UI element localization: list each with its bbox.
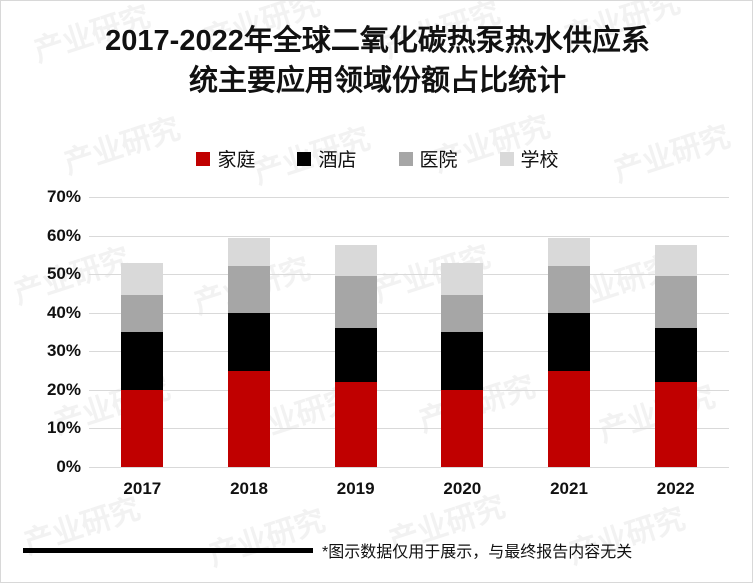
bar-group[interactable] (441, 262, 484, 467)
bar-segment[interactable] (441, 332, 484, 390)
gridline (89, 235, 729, 237)
footer-note: *图示数据仅用于展示，与最终报告内容无关 (322, 544, 633, 561)
bar-segment[interactable] (654, 382, 697, 467)
bar-segment[interactable] (228, 312, 270, 371)
bar-segment[interactable] (334, 276, 377, 329)
y-axis-tick-label: 50% (46, 264, 81, 284)
bar-segment[interactable] (334, 382, 377, 467)
bars-layer (89, 197, 729, 467)
legend-item[interactable]: 酒店 (297, 145, 357, 172)
y-axis-tick-label: 40% (46, 302, 81, 322)
legend-item[interactable]: 家庭 (196, 145, 255, 172)
bar-group[interactable] (548, 237, 590, 467)
legend-swatch-icon (196, 151, 211, 166)
footer-rule (23, 547, 313, 553)
x-axis-tick-label: 2021 (550, 479, 588, 498)
legend-swatch-icon (398, 151, 413, 166)
bar-segment[interactable] (654, 276, 697, 329)
bar-segment[interactable] (121, 295, 164, 333)
bar-group[interactable] (334, 245, 377, 467)
chart-title-line-1: 2017-2022年全球二氧化碳热泵热水供应系 (105, 25, 650, 57)
y-axis-tick-label: 60% (46, 225, 81, 245)
y-axis-tick-label: 0% (56, 457, 81, 476)
y-axis-tick-label: 70% (46, 187, 81, 206)
legend-swatch-icon (499, 151, 514, 166)
bar-segment[interactable] (334, 328, 377, 383)
x-axis-tick-label: 2017 (123, 479, 162, 498)
bar-segment[interactable] (548, 237, 590, 267)
bar-segment[interactable] (654, 245, 697, 277)
bar-segment[interactable] (228, 266, 270, 313)
x-axis-tick-label: 2018 (230, 479, 268, 498)
chart-title: 2017-2022年全球二氧化碳热泵热水供应系 统主要应用领域份额占比统计 (1, 21, 753, 101)
gridline (89, 351, 729, 353)
chart-title-line-2: 统主要应用领域份额占比统计 (188, 65, 566, 97)
bar-segment[interactable] (441, 262, 484, 296)
bar-segment[interactable] (548, 266, 590, 313)
legend-label: 医院 (419, 150, 458, 171)
bar-segment[interactable] (228, 237, 270, 267)
bar-segment[interactable] (654, 328, 697, 383)
bar-segment[interactable] (441, 389, 484, 467)
gridline (89, 428, 729, 430)
y-axis: 0% 10% 20% 30% 40% 50% 60% 70% (19, 187, 81, 476)
bar-segment[interactable] (441, 295, 484, 333)
gridline (89, 197, 729, 198)
footer: *图示数据仅用于展示，与最终报告内容无关 (23, 537, 730, 563)
y-axis-tick-label: 30% (46, 341, 81, 361)
x-axis: 2017 2018 2019 2020 2021 2022 (89, 479, 729, 505)
bar-segment[interactable] (121, 332, 164, 390)
legend-swatch-icon (297, 151, 312, 166)
x-axis-tick-label: 2019 (336, 479, 375, 498)
y-axis-tick-label: 20% (46, 379, 81, 399)
bar-group[interactable] (228, 237, 270, 467)
bar-segment[interactable] (548, 370, 590, 467)
y-axis-tick-label: 10% (46, 418, 81, 438)
gridline (89, 467, 729, 468)
bar-segment[interactable] (121, 262, 164, 296)
gridline (89, 312, 729, 314)
chart-legend: 家庭 酒店 医院 学校 (1, 145, 753, 172)
x-axis-tick-label: 2020 (443, 479, 482, 498)
bar-segment[interactable] (121, 389, 164, 467)
bar-segment[interactable] (334, 245, 377, 277)
legend-label: 学校 (520, 150, 559, 171)
gridline (89, 274, 729, 276)
gridline (89, 389, 729, 391)
bar-group[interactable] (121, 262, 164, 467)
legend-item[interactable]: 学校 (499, 145, 559, 172)
x-axis-tick-label: 2022 (656, 479, 695, 498)
legend-item[interactable]: 医院 (398, 145, 458, 172)
plot-area (89, 197, 729, 468)
bar-segment[interactable] (548, 312, 590, 371)
legend-label: 酒店 (318, 150, 357, 171)
bar-segment[interactable] (228, 370, 270, 467)
bar-group[interactable] (654, 245, 697, 467)
legend-label: 家庭 (217, 150, 256, 171)
